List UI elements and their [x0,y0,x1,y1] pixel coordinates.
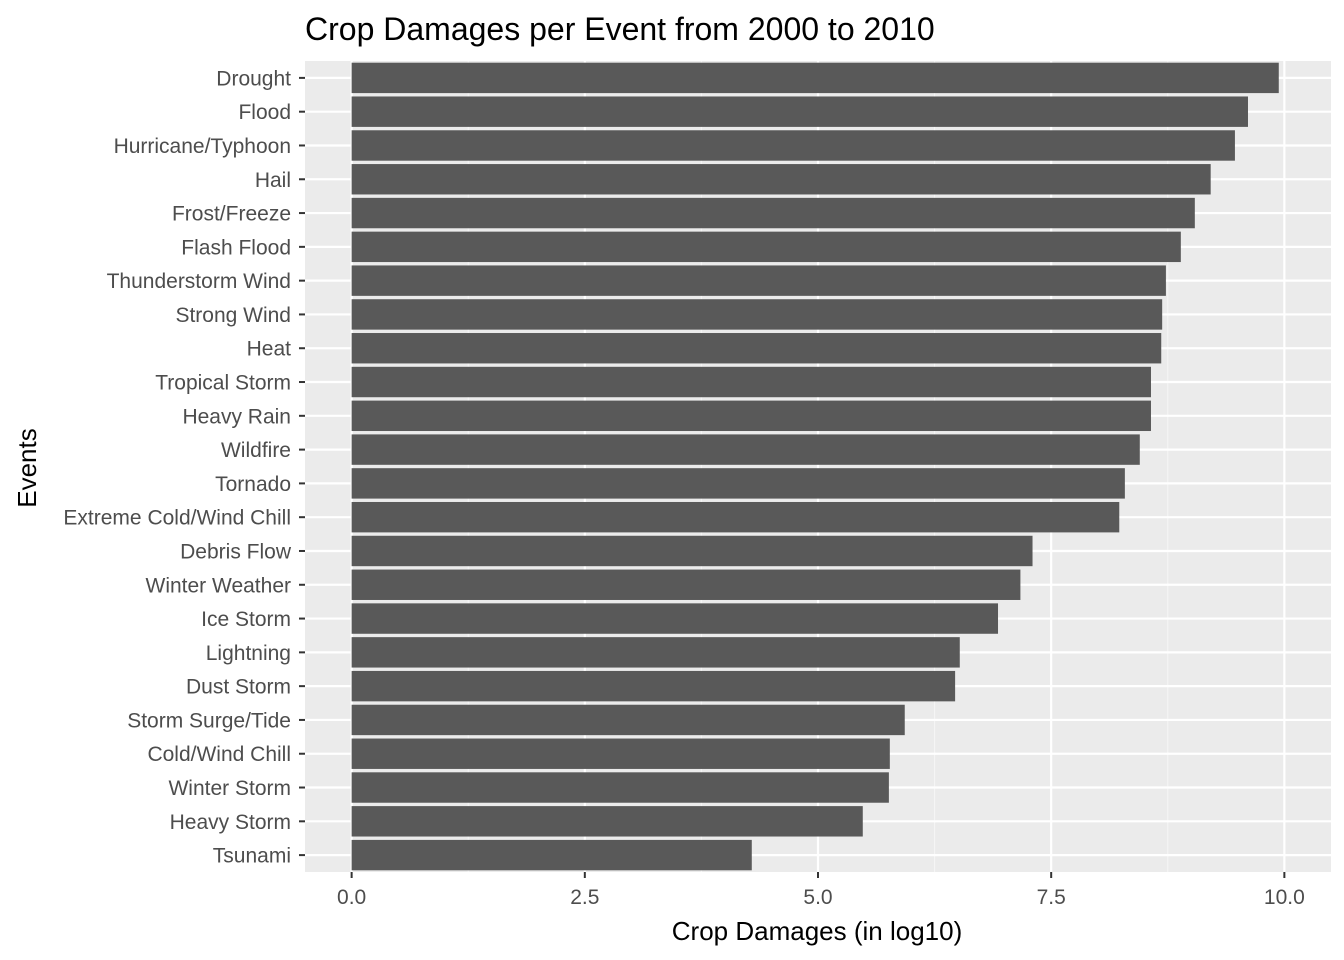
y-tick-label: Heat [247,338,292,361]
y-axis-title: Events [12,428,42,508]
bar [351,333,1162,364]
x-tick-label: 5.0 [803,886,832,909]
y-tick-label: Flood [238,101,291,124]
y-axis: Drought Flood Hurricane/Typhoon Hail Frost/F… [63,67,305,868]
y-tick-label: Strong Wind [175,304,291,327]
x-axis: 0.0 2.5 5.0 7.5 10.0 [337,872,1305,909]
y-tick-label: Flash Flood [181,236,291,259]
x-tick-label: 2.5 [570,886,599,909]
y-tick-label: Tsunami [213,845,291,868]
bar [351,501,1120,533]
bar [351,265,1166,296]
bar [351,164,1211,195]
y-tick-label: Storm Surge/Tide [127,709,291,732]
bar [351,670,956,702]
y-tick-label: Extreme Cold/Wind Chill [63,507,291,530]
bar [351,62,1279,94]
bar [351,197,1195,229]
bar [351,434,1140,465]
y-tick-label: Heavy Rain [182,405,291,428]
bar [351,366,1151,398]
y-tick-label: Thunderstorm Wind [107,270,291,293]
bar [351,231,1181,263]
bar [351,569,1021,600]
y-tick-label: Hail [255,169,291,192]
bar [351,535,1033,567]
y-tick-label: Debris Flow [180,540,292,563]
x-tick-label: 10.0 [1264,886,1305,909]
y-tick-label: Wildfire [221,439,291,462]
bar [351,772,889,803]
y-tick-label: Ice Storm [201,608,291,631]
bar [351,738,890,769]
y-tick-label: Tropical Storm [155,372,291,395]
chart-title: Crop Damages per Event from 2000 to 2010 [305,11,935,47]
x-tick-label: 0.0 [337,886,366,909]
bar [351,468,1125,499]
y-tick-label: Winter Storm [168,777,291,800]
bar [351,637,960,668]
y-tick-label: Tornado [215,473,291,496]
bar-layer [351,62,1279,871]
x-axis-title: Crop Damages (in log10) [672,916,962,946]
y-tick-label: Drought [216,67,291,90]
y-tick-label: Hurricane/Typhoon [114,135,291,158]
y-tick-label: Cold/Wind Chill [147,743,291,766]
bar [351,603,999,634]
x-tick-label: 7.5 [1037,886,1066,909]
y-tick-label: Heavy Storm [170,811,291,834]
bar [351,96,1248,127]
bar [351,299,1163,330]
y-tick-label: Frost/Freeze [172,203,291,226]
y-tick-label: Dust Storm [186,676,291,699]
y-tick-label: Lightning [206,642,291,665]
bar [351,839,752,871]
bar [351,130,1235,161]
bar [351,400,1151,432]
y-tick-label: Winter Weather [146,574,292,597]
bar [351,704,905,736]
bar [351,806,863,837]
